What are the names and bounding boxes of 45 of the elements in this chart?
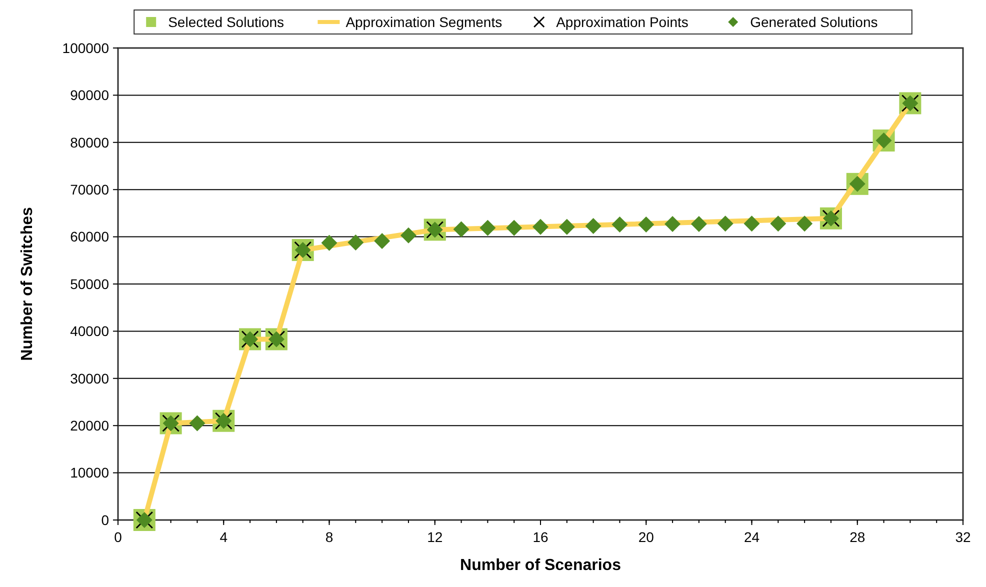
point	[189, 415, 206, 432]
y-tick-label: 70000	[70, 182, 110, 198]
x-tick-label: 12	[427, 529, 443, 545]
y-tick-label: 0	[101, 512, 110, 528]
legend-label: Generated Solutions	[750, 14, 878, 30]
y-tick-label: 50000	[70, 276, 110, 292]
x-tick-label: 24	[744, 529, 760, 545]
point	[744, 216, 760, 232]
y-tick-label: 30000	[70, 370, 110, 386]
y-tick-label: 90000	[70, 87, 110, 104]
point	[770, 216, 786, 232]
y-tick-label: 80000	[70, 134, 110, 150]
x-tick-label: 4	[220, 529, 228, 545]
point	[480, 220, 496, 236]
legend-label: Approximation Segments	[346, 14, 502, 30]
point	[506, 220, 522, 236]
point	[400, 227, 416, 244]
point	[664, 216, 681, 232]
point	[585, 218, 602, 234]
y-tick-label: 100000	[62, 40, 110, 56]
point	[558, 218, 575, 235]
x-tick-label: 28	[850, 529, 866, 545]
x-tick-label: 20	[638, 529, 654, 545]
point	[612, 216, 628, 233]
point	[717, 216, 734, 232]
y-tick-label: 20000	[70, 418, 110, 434]
point	[690, 216, 707, 232]
y-tick-label: 40000	[70, 323, 110, 340]
legend-label: Selected Solutions	[168, 14, 284, 30]
legend-label: Approximation Points	[556, 14, 688, 30]
y-tick-label: 10000	[70, 464, 110, 481]
point	[453, 221, 470, 238]
point	[348, 234, 364, 250]
point	[321, 234, 338, 251]
point	[796, 216, 813, 232]
x-axis-title: Number of Scenarios	[460, 557, 622, 574]
y-axis-title: Number of Switches	[19, 207, 36, 361]
x-tick-label: 16	[532, 529, 548, 545]
point	[532, 218, 548, 235]
x-tick-label: 32	[955, 529, 971, 545]
point	[374, 233, 390, 250]
point	[638, 216, 654, 233]
x-tick-label: 8	[325, 529, 334, 545]
y-tick-label: 60000	[70, 228, 110, 245]
x-tick-label: 0	[114, 529, 122, 545]
